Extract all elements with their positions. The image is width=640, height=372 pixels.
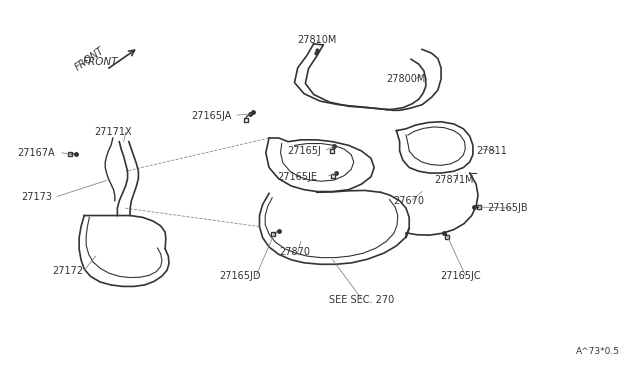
Text: 27167A: 27167A: [18, 148, 55, 158]
Text: 27172: 27172: [52, 266, 84, 276]
Text: 27165JD: 27165JD: [220, 272, 261, 282]
Text: 27800M: 27800M: [387, 74, 426, 84]
Text: 27165JA: 27165JA: [191, 111, 232, 121]
Text: 27871M: 27871M: [434, 176, 474, 186]
Text: 27171X: 27171X: [94, 128, 132, 138]
Text: 27870: 27870: [279, 247, 310, 257]
Text: 27165JC: 27165JC: [440, 272, 481, 282]
Text: 27810M: 27810M: [297, 35, 337, 45]
Text: 27670: 27670: [394, 196, 425, 206]
Text: 27811: 27811: [477, 146, 508, 156]
Text: SEE SEC. 270: SEE SEC. 270: [329, 295, 394, 305]
Text: FRONT: FRONT: [83, 57, 118, 67]
Text: 27165JE: 27165JE: [278, 172, 317, 182]
Text: 27165JB: 27165JB: [488, 203, 528, 213]
Text: A^73*0.5: A^73*0.5: [575, 347, 620, 356]
Text: 27165J: 27165J: [287, 146, 321, 156]
Text: 27173: 27173: [21, 192, 52, 202]
Text: FRONT: FRONT: [73, 45, 106, 72]
